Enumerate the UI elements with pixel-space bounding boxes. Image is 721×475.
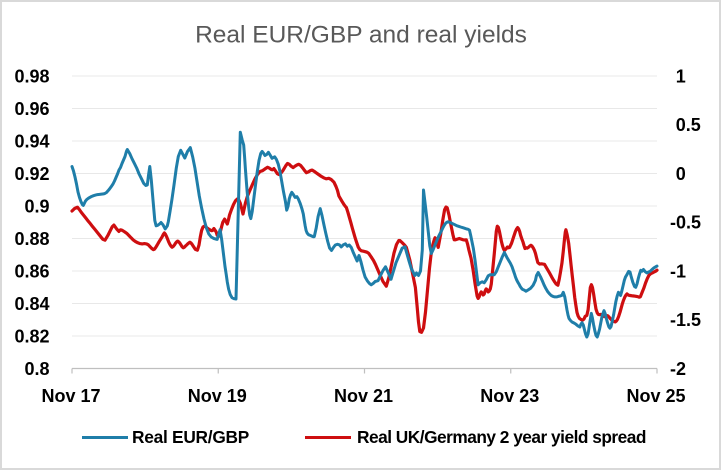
svg-text:0.94: 0.94 [14, 131, 49, 151]
svg-text:-1: -1 [670, 261, 686, 281]
svg-text:-1.5: -1.5 [670, 310, 701, 330]
svg-text:-0.5: -0.5 [670, 213, 701, 233]
svg-text:0.84: 0.84 [14, 294, 49, 314]
svg-text:0.96: 0.96 [14, 99, 49, 119]
svg-text:0.9: 0.9 [24, 196, 49, 216]
svg-text:-2: -2 [670, 359, 686, 379]
svg-text:0.8: 0.8 [24, 359, 49, 379]
svg-text:Nov 23: Nov 23 [480, 386, 539, 406]
svg-text:Real EUR/GBP and real yields: Real EUR/GBP and real yields [195, 22, 527, 49]
svg-text:0: 0 [676, 164, 686, 184]
svg-text:0.88: 0.88 [14, 229, 49, 249]
svg-text:0.86: 0.86 [14, 261, 49, 281]
svg-text:1: 1 [676, 66, 686, 86]
svg-text:0.82: 0.82 [14, 326, 49, 346]
svg-text:0.92: 0.92 [14, 164, 49, 184]
svg-text:Real UK/Germany 2 year yield s: Real UK/Germany 2 year yield spread [357, 427, 646, 447]
svg-text:0.98: 0.98 [14, 66, 49, 86]
svg-text:Nov 17: Nov 17 [41, 386, 100, 406]
svg-text:Nov 19: Nov 19 [188, 386, 247, 406]
svg-text:Nov 21: Nov 21 [334, 386, 393, 406]
svg-text:0.5: 0.5 [676, 115, 701, 135]
svg-text:Nov 25: Nov 25 [626, 386, 685, 406]
svg-text:Real EUR/GBP: Real EUR/GBP [132, 427, 249, 447]
